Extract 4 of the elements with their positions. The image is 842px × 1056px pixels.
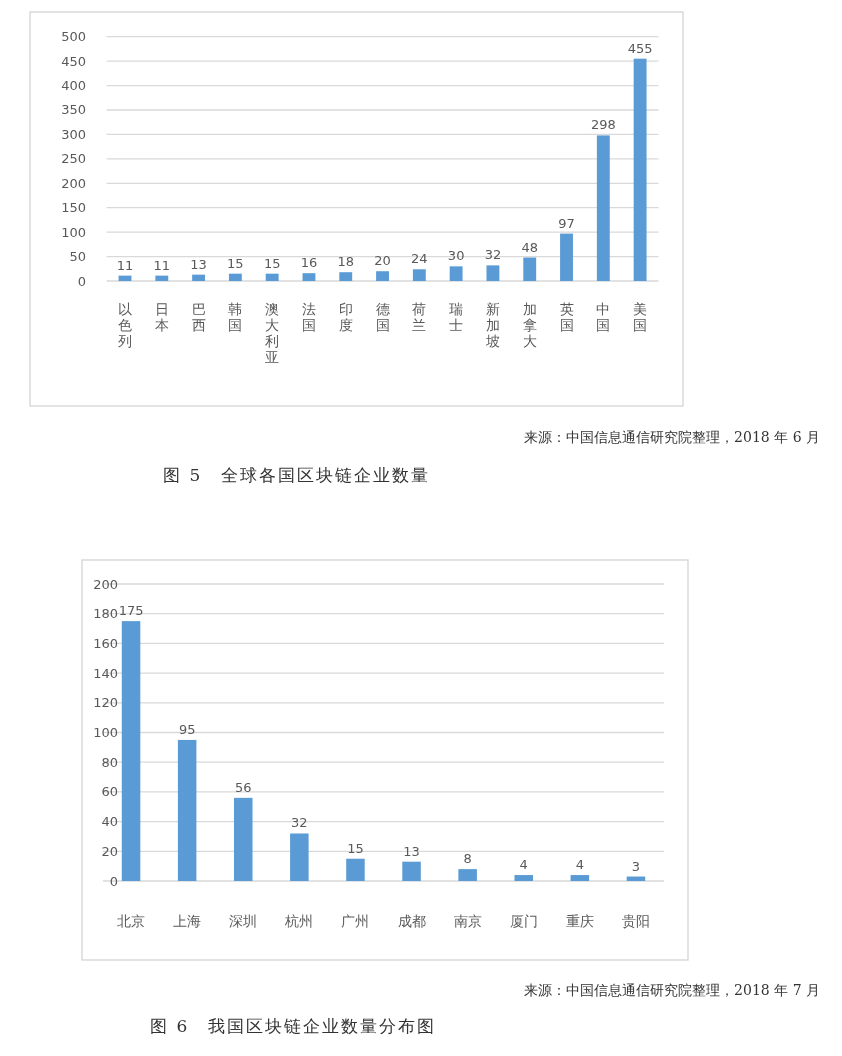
title: 图 6 我国区块链企业数量分布图 — [150, 1016, 437, 1036]
annotation: 来源：中国信息通信研究院整理，2018 年 6 月 — [524, 429, 820, 445]
title: 图 5 全球各国区块链企业数量 — [163, 465, 431, 485]
annotation: 来源：中国信息通信研究院整理，2018 年 7 月 — [524, 982, 820, 998]
